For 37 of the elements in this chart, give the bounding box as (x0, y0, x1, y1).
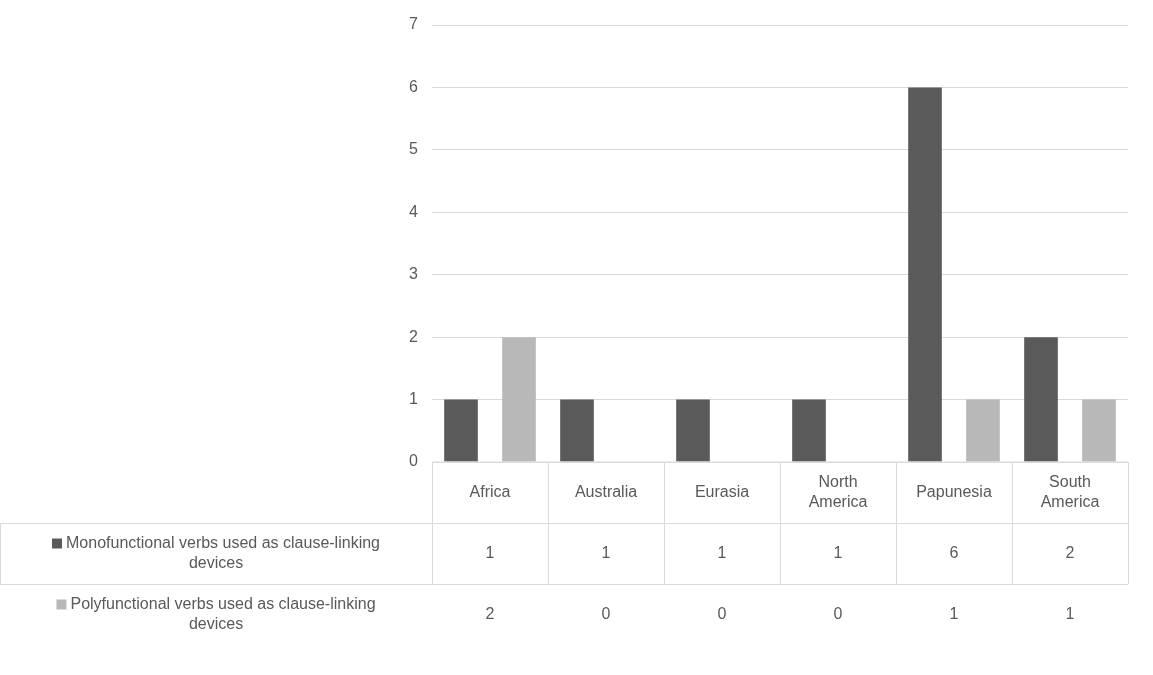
data-label: 0 (717, 604, 727, 622)
data-label: 1 (485, 543, 495, 561)
legend-label: Polyfunctional verbs used as clause-linking devices (70, 594, 376, 632)
bar (502, 337, 536, 462)
bar (444, 399, 478, 462)
bar (676, 399, 710, 462)
bar (560, 399, 594, 462)
x-tick-label: Africa (469, 482, 511, 500)
data-label: 2 (485, 604, 495, 622)
y-tick-label: 7 (409, 15, 419, 33)
data-label: 2 (1065, 543, 1075, 561)
bar (792, 399, 826, 462)
data-label: 1 (833, 543, 843, 561)
y-tick-label: 1 (409, 389, 419, 407)
bar (908, 87, 942, 462)
bar (1082, 399, 1116, 462)
y-tick-label: 4 (409, 202, 419, 220)
y-tick-label: 2 (409, 327, 419, 345)
data-label: 6 (949, 543, 959, 561)
y-tick-label: 0 (409, 452, 419, 470)
data-label: 1 (1065, 604, 1075, 622)
x-tick-label: Eurasia (694, 482, 750, 500)
legend-label: Monofunctional verbs used as clause-linking devices (66, 533, 380, 571)
data-label: 1 (601, 543, 611, 561)
data-label: 1 (717, 543, 727, 561)
data-label: 0 (601, 604, 611, 622)
y-tick-label: 3 (409, 265, 419, 283)
bar (966, 399, 1000, 462)
x-tick-label: South America (1040, 472, 1100, 510)
y-tick-label: 6 (409, 77, 419, 95)
x-tick-label: Australia (574, 482, 638, 500)
x-tick-label: North America (808, 472, 868, 510)
y-tick-label: 5 (409, 140, 419, 158)
bar (1024, 337, 1058, 462)
data-label: 0 (833, 604, 843, 622)
data-label: 1 (949, 604, 959, 622)
x-tick-label: Papunesia (916, 482, 992, 500)
